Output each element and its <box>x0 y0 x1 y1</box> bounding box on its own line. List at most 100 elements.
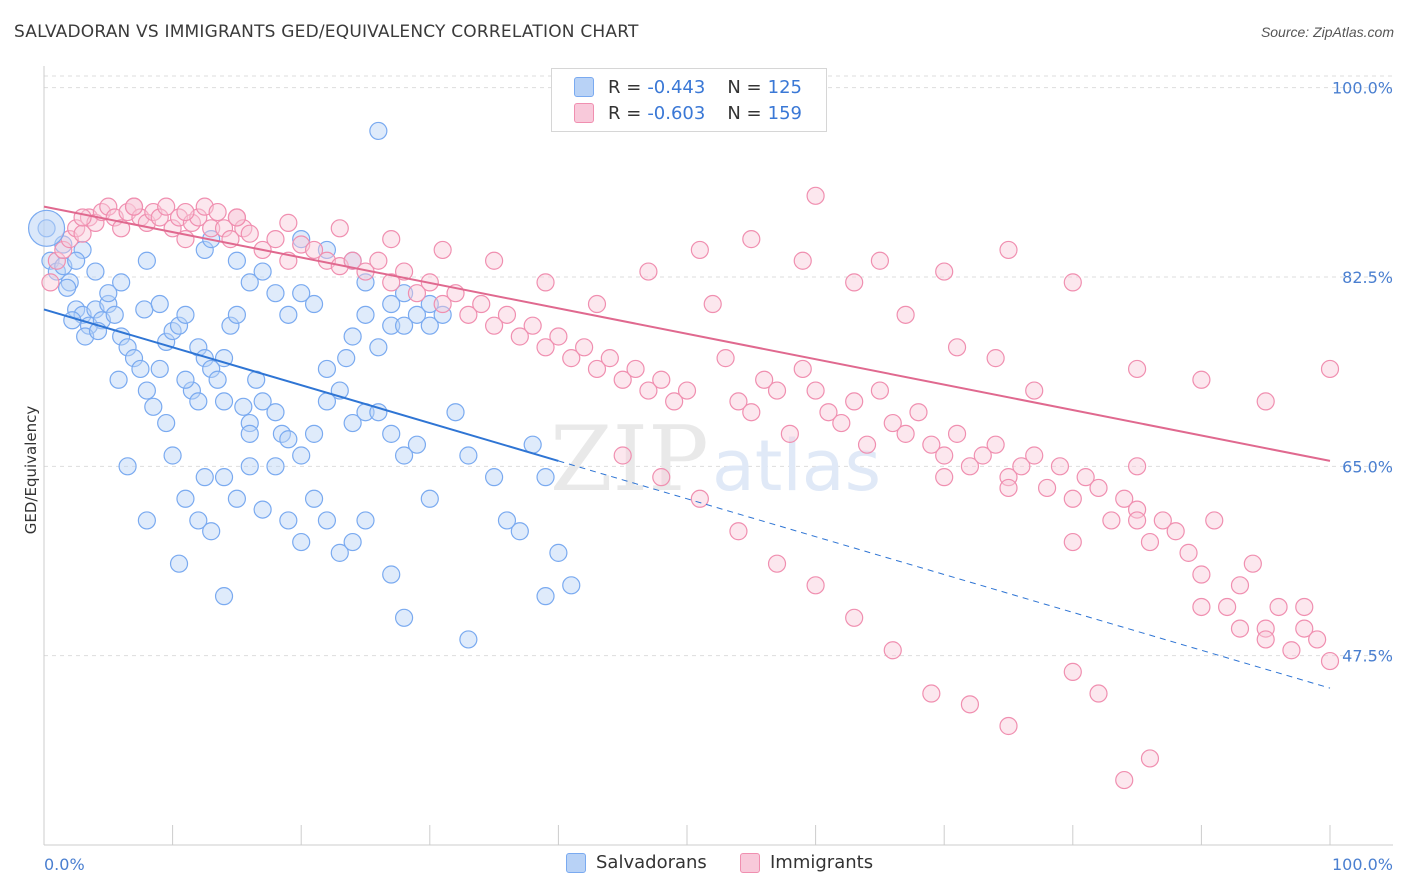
salvadoran-point <box>510 522 529 541</box>
immigrant-point <box>986 349 1005 368</box>
salvadoran-point <box>394 316 414 335</box>
immigrant-point <box>742 403 761 422</box>
salvadoran-point <box>304 294 324 314</box>
immigrant-point <box>690 240 709 260</box>
salvadoran-point <box>356 305 375 324</box>
salvadoran-point <box>195 240 214 260</box>
immigrant-point <box>343 251 362 270</box>
immigrant-point <box>1192 370 1211 389</box>
immigrant-point <box>587 294 607 314</box>
salvadoran-point <box>137 381 156 400</box>
immigrant-point <box>819 403 838 422</box>
salvadoran-point <box>292 532 311 552</box>
immigrant-point <box>1127 500 1147 519</box>
salvadoran-point <box>86 262 105 281</box>
immigrant-point <box>729 522 748 541</box>
immigrant-point <box>1295 597 1314 617</box>
salvadoran-point <box>137 251 156 270</box>
salvadoran-trend-extension <box>558 460 1331 689</box>
salvadoran-point <box>67 251 86 270</box>
immigrant-point <box>240 224 259 243</box>
salvadoran-point <box>112 273 131 292</box>
immigrant-point <box>562 349 581 368</box>
salvadoran-point <box>109 370 128 389</box>
immigrant-point <box>1063 273 1082 292</box>
immigrant-point <box>304 240 324 260</box>
salvadoran-point <box>169 554 189 573</box>
immigrant-point <box>1153 511 1172 530</box>
salvadoran-point <box>343 327 362 346</box>
immigrant-point <box>99 197 118 216</box>
immigrant-point <box>536 273 555 292</box>
chart-title: SALVADORAN VS IMMIGRANTS GED/EQUIVALENCY… <box>14 22 639 42</box>
data-points <box>27 121 1340 790</box>
immigrant-point <box>999 468 1018 487</box>
immigrant-point <box>870 251 890 270</box>
salvadoran-point <box>317 511 337 530</box>
salvadoran-point <box>382 565 401 584</box>
immigrant-point <box>1256 392 1275 411</box>
salvadoran-point <box>562 576 581 595</box>
salvadoran-point <box>214 587 234 606</box>
salvadoran-point <box>176 489 195 508</box>
immigrant-point <box>1037 478 1057 498</box>
immigrant-point <box>767 381 787 400</box>
immigrant-point <box>433 240 452 260</box>
immigrant-point <box>947 338 967 357</box>
immigrant-point <box>330 219 349 238</box>
salvadoran-point <box>195 349 214 368</box>
immigrant-point <box>54 240 73 260</box>
immigrant-point <box>780 424 799 443</box>
salvadoran-point <box>105 305 124 324</box>
legend-n-value: 159 <box>767 102 802 124</box>
immigrant-point <box>999 478 1018 498</box>
salvadoran-point <box>420 489 439 508</box>
immigrant-point <box>47 251 66 270</box>
salvadoran-point <box>118 338 137 357</box>
salvadoran-point <box>227 251 246 270</box>
legend-r-label: R = <box>608 102 642 124</box>
legend-row-salvadorans: R = -0.443 N = 125 <box>574 75 802 99</box>
grid-lines <box>44 75 1393 657</box>
immigrant-point <box>485 251 504 270</box>
y-tick-label: 47.5% <box>1342 647 1393 666</box>
immigrant-point <box>935 468 954 487</box>
immigrant-point <box>575 338 594 357</box>
immigrant-point <box>1320 359 1340 379</box>
immigrant-point <box>369 251 388 270</box>
immigrant-point <box>227 208 246 227</box>
immigrant-point <box>896 305 915 324</box>
salvadoran-point <box>189 511 208 530</box>
immigrant-point <box>73 224 92 243</box>
bottom-swatch-pink <box>740 852 760 873</box>
immigrant-point <box>1127 457 1147 476</box>
salvadoran-point <box>176 370 195 389</box>
immigrant-point <box>1050 457 1070 476</box>
immigrant-point <box>845 392 864 411</box>
salvadoran-point <box>240 424 259 443</box>
legend: R = -0.443 N = 125 R = -0.603 N = 159 <box>551 68 827 132</box>
immigrant-point <box>124 197 144 216</box>
immigrant-point <box>1192 565 1211 584</box>
immigrant-point <box>157 197 176 216</box>
salvadoran-point <box>182 381 201 400</box>
immigrant-point <box>1256 619 1275 638</box>
y-tick-labels: 100.0% 82.5% 65.0% 47.5% <box>1332 79 1393 666</box>
salvadoran-point <box>195 468 214 487</box>
salvadoran-point <box>304 424 324 443</box>
immigrant-point <box>1205 511 1224 530</box>
immigrant-point <box>677 381 697 400</box>
salvadoran-point <box>330 543 349 562</box>
salvadoran-point <box>234 397 253 416</box>
salvadoran-point <box>221 316 240 335</box>
immigrant-point <box>755 370 774 389</box>
immigrant-point <box>1230 619 1250 638</box>
salvadoran-point <box>266 457 285 476</box>
immigrant-point <box>806 186 825 205</box>
salvadoran-point <box>292 230 311 249</box>
salvadoran-point <box>549 543 568 562</box>
salvadoran-point <box>343 532 362 552</box>
salvadoran-point <box>266 284 285 303</box>
salvadoran-point <box>240 457 259 476</box>
salvadoran-point <box>227 489 246 508</box>
